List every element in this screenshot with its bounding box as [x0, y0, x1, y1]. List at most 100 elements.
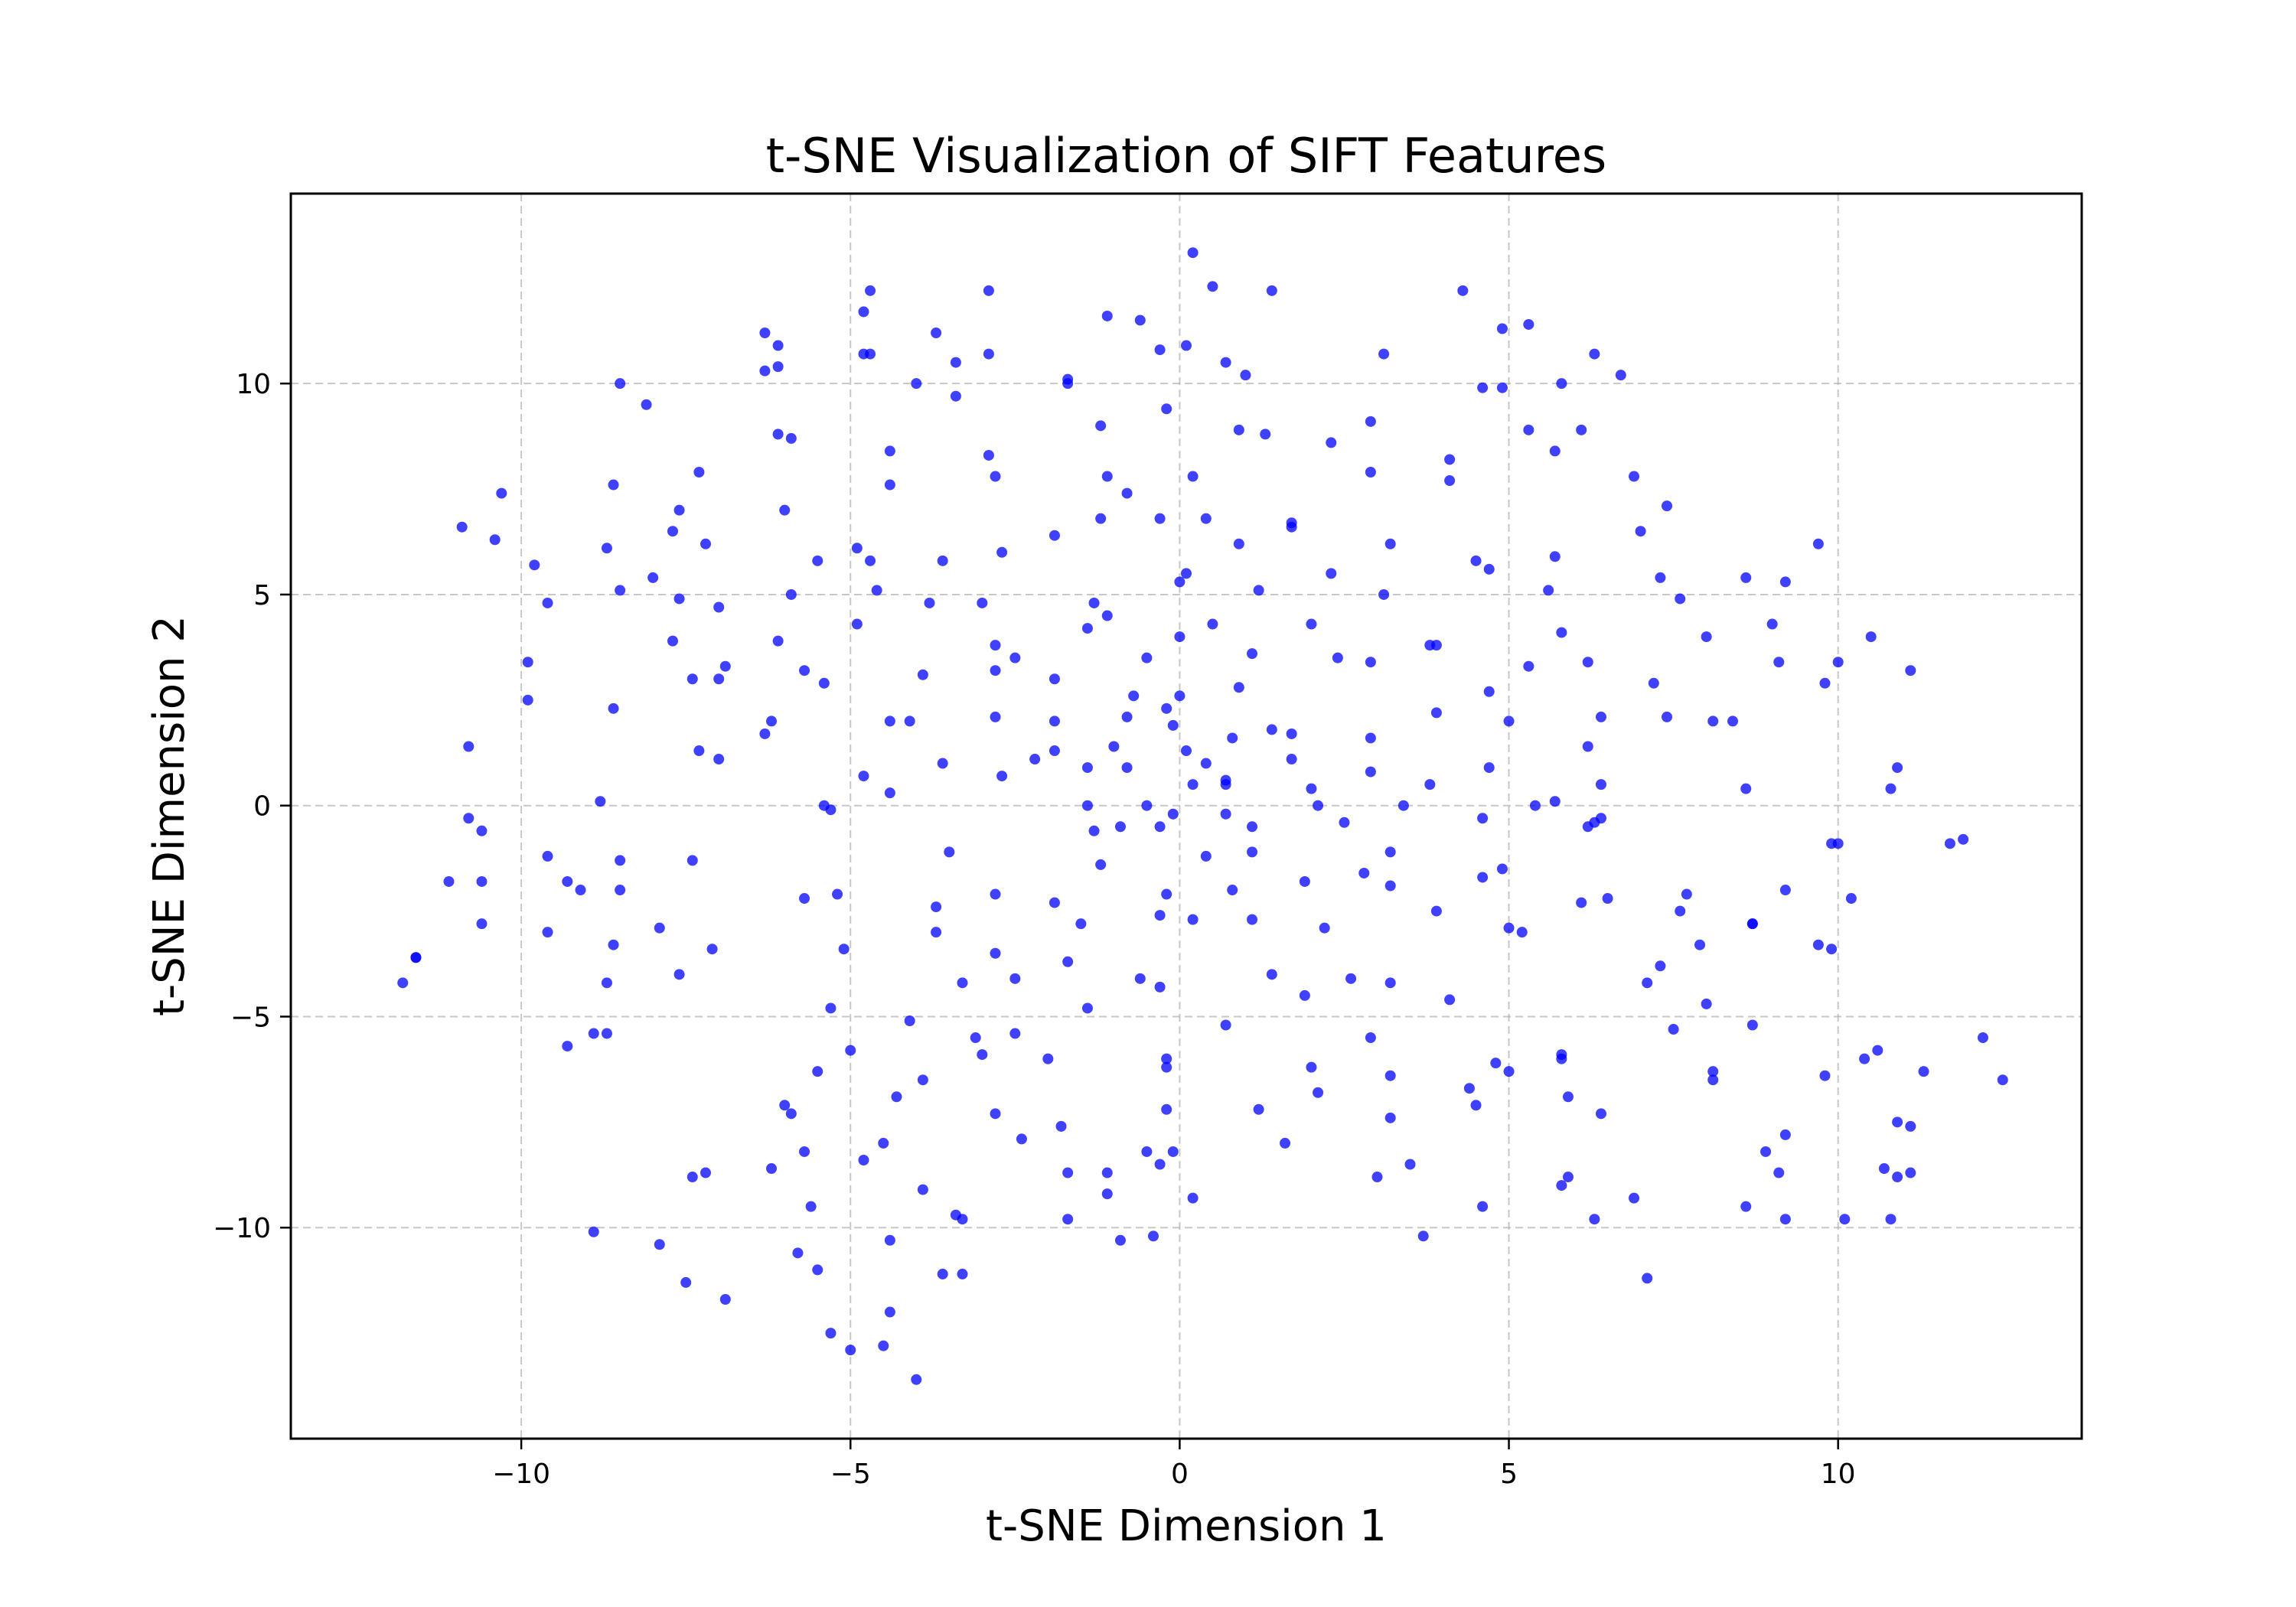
data-point	[1668, 1024, 1679, 1035]
data-point	[608, 939, 619, 950]
data-point	[1582, 821, 1593, 833]
data-point	[1642, 977, 1653, 989]
data-point	[1845, 893, 1857, 905]
data-point	[1187, 1192, 1199, 1204]
data-point	[957, 1214, 968, 1225]
data-point	[1075, 918, 1087, 930]
data-point	[1200, 850, 1212, 862]
data-point	[1233, 682, 1244, 693]
data-point	[825, 1328, 837, 1339]
y-tick-label: 10	[236, 369, 271, 400]
data-point	[1326, 437, 1337, 448]
data-point	[1595, 779, 1606, 790]
data-point	[812, 1264, 823, 1276]
data-point	[1819, 1070, 1831, 1081]
data-point	[1247, 846, 1258, 858]
data-point	[1147, 1231, 1159, 1242]
x-axis-label: t-SNE Dimension 1	[986, 1501, 1387, 1551]
data-point	[1483, 762, 1495, 774]
data-point	[1516, 927, 1528, 938]
data-point	[1662, 711, 1673, 722]
data-point	[1779, 1214, 1791, 1225]
data-point	[1556, 1053, 1567, 1064]
data-point	[1200, 513, 1212, 524]
data-point	[785, 588, 797, 600]
data-point	[1187, 247, 1199, 259]
data-point	[799, 893, 810, 905]
y-tick-label: −10	[213, 1213, 271, 1244]
data-point	[1615, 370, 1626, 381]
data-point	[1247, 914, 1258, 925]
data-point	[1266, 724, 1277, 735]
data-point	[1740, 1201, 1752, 1212]
data-point	[891, 1091, 902, 1103]
data-point	[1200, 758, 1212, 769]
data-point	[667, 526, 678, 537]
data-point	[410, 952, 422, 963]
y-axis-label: t-SNE Dimension 2	[145, 615, 194, 1016]
data-point	[706, 944, 718, 955]
data-point	[1444, 994, 1456, 1006]
data-point	[1549, 551, 1561, 562]
data-point	[996, 771, 1008, 782]
data-point	[911, 378, 922, 390]
data-point	[931, 328, 942, 339]
data-point	[1477, 1201, 1489, 1212]
data-point	[970, 1032, 981, 1044]
data-point	[1483, 686, 1495, 697]
data-point	[1760, 1146, 1772, 1157]
data-point	[1181, 745, 1192, 757]
data-point	[851, 618, 863, 630]
data-point	[1134, 315, 1146, 326]
data-point	[1595, 711, 1606, 722]
x-tick-label: 10	[1821, 1459, 1856, 1490]
data-point	[1154, 1159, 1166, 1170]
data-point	[1174, 576, 1186, 588]
data-point	[1556, 1180, 1567, 1191]
data-point	[1049, 745, 1060, 757]
data-point	[865, 285, 876, 296]
data-point	[1220, 1019, 1231, 1031]
data-point	[562, 875, 573, 887]
data-point	[785, 432, 797, 444]
data-point	[700, 538, 711, 549]
data-point	[1247, 821, 1258, 833]
data-point	[1997, 1074, 2008, 1086]
data-point	[944, 846, 955, 858]
data-point	[1885, 1214, 1896, 1225]
data-point	[615, 855, 626, 866]
data-point	[1430, 707, 1442, 719]
data-point	[719, 1293, 731, 1305]
y-tick-label: −5	[230, 1002, 271, 1033]
data-point	[1187, 914, 1199, 925]
data-point	[542, 597, 553, 608]
data-point	[687, 855, 698, 866]
y-tick-label: 0	[253, 791, 271, 823]
data-point	[601, 543, 612, 554]
data-point	[1576, 897, 1587, 908]
data-point	[799, 665, 810, 676]
data-point	[1141, 1146, 1153, 1157]
data-point	[1161, 1103, 1172, 1115]
data-point	[772, 340, 784, 351]
data-points	[397, 247, 2008, 1385]
data-point	[1227, 732, 1238, 744]
data-point	[1365, 657, 1376, 668]
data-point	[1384, 538, 1396, 549]
data-point	[1872, 1045, 1883, 1056]
data-point	[1839, 1214, 1851, 1225]
data-point	[1404, 1159, 1416, 1170]
data-point	[1220, 779, 1231, 790]
data-point	[693, 745, 705, 757]
data-point	[1365, 467, 1376, 478]
data-point	[1430, 905, 1442, 917]
data-point	[397, 977, 409, 989]
data-point	[1266, 285, 1277, 296]
data-point	[1141, 800, 1153, 811]
data-point	[1154, 821, 1166, 833]
data-point	[1187, 779, 1199, 790]
data-point	[779, 1100, 791, 1111]
data-point	[1121, 487, 1133, 499]
data-point	[476, 918, 488, 930]
